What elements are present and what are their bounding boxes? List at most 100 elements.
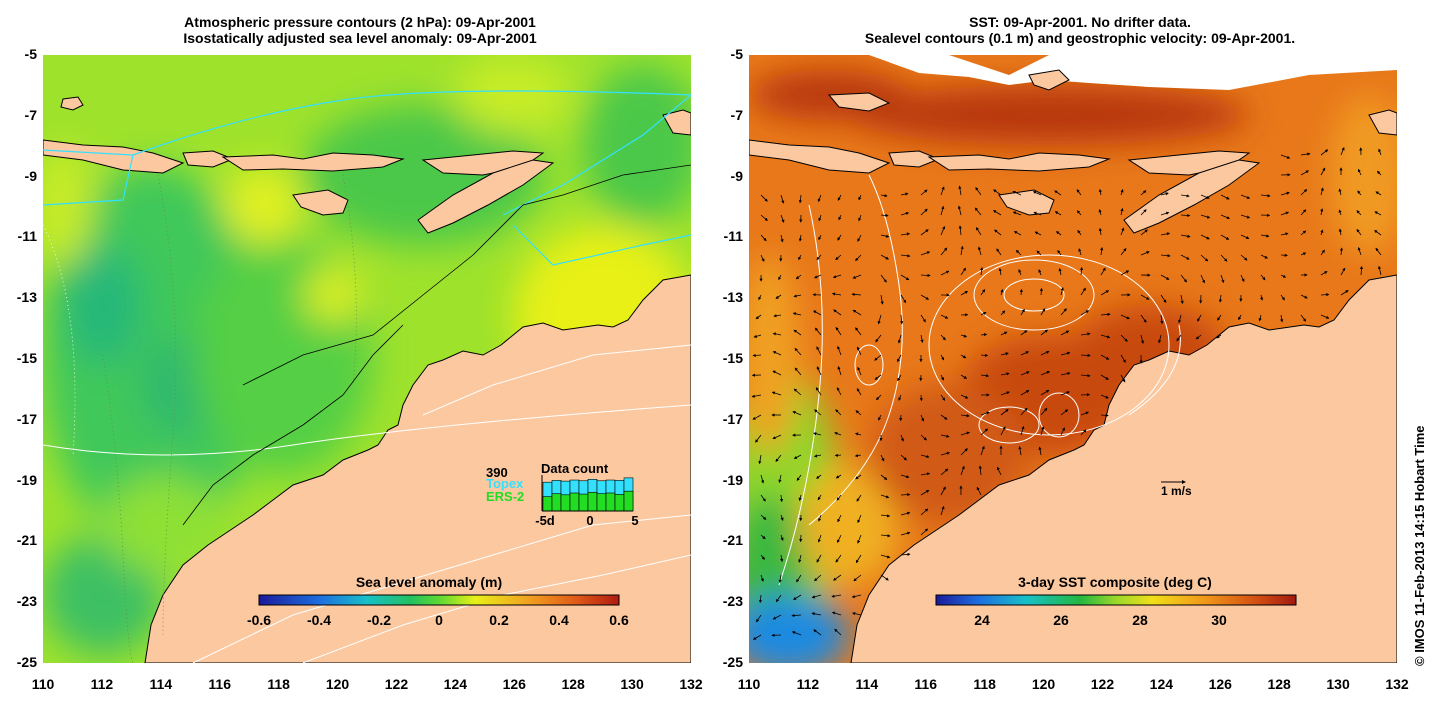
velocity-arrow bbox=[998, 267, 1002, 276]
left-panel-title: Atmospheric pressure contours (2 hPa): 0… bbox=[150, 14, 570, 46]
velocity-arrow bbox=[756, 614, 762, 623]
x-axis-tick: 132 bbox=[679, 676, 703, 692]
velocity-arrow bbox=[775, 454, 782, 463]
velocity-arrow bbox=[900, 192, 909, 196]
y-axis-tick: -13 bbox=[722, 289, 743, 306]
velocity-arrow bbox=[1100, 247, 1104, 256]
velocity-arrow bbox=[875, 334, 882, 343]
velocity-arrow bbox=[796, 574, 802, 583]
velocity-arrow bbox=[1160, 274, 1170, 280]
tanimbar-island bbox=[1368, 109, 1397, 136]
velocity-arrow bbox=[1020, 371, 1030, 376]
velocity-arrow bbox=[1140, 314, 1147, 323]
velocity-arrow bbox=[1020, 425, 1025, 436]
velocity-arrow bbox=[1100, 334, 1111, 339]
velocity-arrow bbox=[836, 387, 842, 396]
bali-lombok-island bbox=[182, 150, 235, 168]
velocity-arrow bbox=[760, 254, 765, 262]
velocity-arrow bbox=[900, 254, 911, 258]
velocity-arrow bbox=[940, 394, 946, 401]
velocity-arrow bbox=[780, 234, 784, 243]
velocity-arrow bbox=[813, 432, 822, 436]
velocity-arrow bbox=[833, 574, 842, 581]
velocity-arrow bbox=[837, 194, 842, 201]
velocity-arrow bbox=[878, 414, 882, 421]
velocity-arrow bbox=[760, 534, 766, 540]
velocity-arrow bbox=[1120, 227, 1125, 236]
velocity-arrow bbox=[817, 534, 822, 543]
velocity-arrow bbox=[974, 207, 982, 216]
velocity-arrow bbox=[920, 251, 931, 256]
velocity-arrow bbox=[1018, 445, 1022, 456]
velocity-arrow bbox=[880, 254, 889, 260]
velocity-arrow bbox=[772, 370, 782, 376]
velocity-arrow bbox=[1258, 314, 1262, 322]
velocity-arrow bbox=[1160, 314, 1164, 325]
velocity-arrow bbox=[980, 289, 986, 296]
velocity-arrow bbox=[920, 434, 927, 441]
velocity-arrow bbox=[1320, 271, 1328, 276]
velocity-arrow bbox=[980, 266, 984, 276]
y-axis-tick: -17 bbox=[16, 410, 37, 427]
velocity-arrow bbox=[780, 534, 784, 541]
velocity-arrow bbox=[1039, 287, 1043, 296]
velocity-arrow bbox=[1340, 290, 1349, 296]
velocity-arrow bbox=[834, 432, 842, 436]
y-axis-tick: -23 bbox=[16, 593, 37, 610]
sla-anomaly-field bbox=[43, 55, 691, 655]
velocity-arrow bbox=[794, 367, 802, 376]
velocity-arrow bbox=[1197, 314, 1202, 322]
velocity-arrow bbox=[1339, 247, 1344, 256]
x-axis-tick: 112 bbox=[796, 676, 820, 692]
velocity-arrow bbox=[1060, 427, 1065, 436]
bali-lombok-island bbox=[888, 150, 941, 168]
velocity-arrow bbox=[760, 234, 767, 242]
sst-tick: 30 bbox=[1211, 612, 1227, 628]
velocity-arrow bbox=[1160, 192, 1169, 196]
x-axis-tick: 110 bbox=[31, 676, 55, 692]
velocity-arrow bbox=[837, 234, 842, 241]
velocity-arrow bbox=[1000, 352, 1009, 356]
velocity-arrow bbox=[1280, 191, 1290, 196]
left-title-line2: Isostatically adjusted sea level anomaly… bbox=[183, 30, 537, 46]
velocity-arrow bbox=[1034, 231, 1042, 236]
velocity-arrow bbox=[940, 486, 946, 496]
velocity-arrow bbox=[1100, 394, 1109, 399]
x-axis-tick: 118 bbox=[973, 676, 996, 692]
velocity-arrow bbox=[940, 451, 951, 456]
velocity-arrow bbox=[1356, 210, 1362, 216]
velocity-arrow bbox=[1320, 187, 1324, 196]
velocity-arrow bbox=[960, 465, 965, 476]
velocity-arrow bbox=[920, 189, 928, 196]
velocity-arrow bbox=[852, 309, 862, 316]
velocity-arrow bbox=[852, 274, 862, 279]
velocity-arrow bbox=[1300, 314, 1307, 322]
velocity-arrow bbox=[957, 205, 962, 216]
velocity-arrow bbox=[855, 554, 862, 564]
velocity-arrow bbox=[1160, 211, 1170, 216]
x-axis-tick: 128 bbox=[1267, 676, 1291, 692]
velocity-arrow bbox=[855, 327, 862, 336]
velocity-arrow bbox=[1240, 254, 1248, 261]
velocity-arrow bbox=[940, 186, 945, 196]
velocity-arrow bbox=[1158, 334, 1162, 344]
velocity-arrow bbox=[980, 312, 987, 316]
velocity-arrow bbox=[940, 374, 944, 381]
velocity-arrow bbox=[751, 394, 762, 398]
velocity-arrow bbox=[1036, 250, 1042, 256]
velocity-arrow bbox=[857, 534, 862, 544]
velocity-arrow bbox=[1020, 308, 1025, 316]
velocity-arrow bbox=[1080, 353, 1091, 358]
velocity-arrow bbox=[1200, 274, 1205, 284]
velocity-arrow bbox=[1120, 189, 1124, 196]
velocity-arrow bbox=[1200, 214, 1211, 219]
velocity-arrow bbox=[851, 594, 862, 599]
velocity-arrow bbox=[920, 508, 929, 516]
velocity-arrow bbox=[858, 214, 862, 222]
y-axis-tick: -19 bbox=[16, 471, 37, 488]
velocity-arrow bbox=[793, 294, 802, 298]
ers2-count-bar bbox=[614, 494, 625, 512]
velocity-arrow bbox=[1057, 249, 1062, 256]
velocity-arrow bbox=[1098, 227, 1102, 236]
velocity-arrow bbox=[880, 234, 890, 238]
